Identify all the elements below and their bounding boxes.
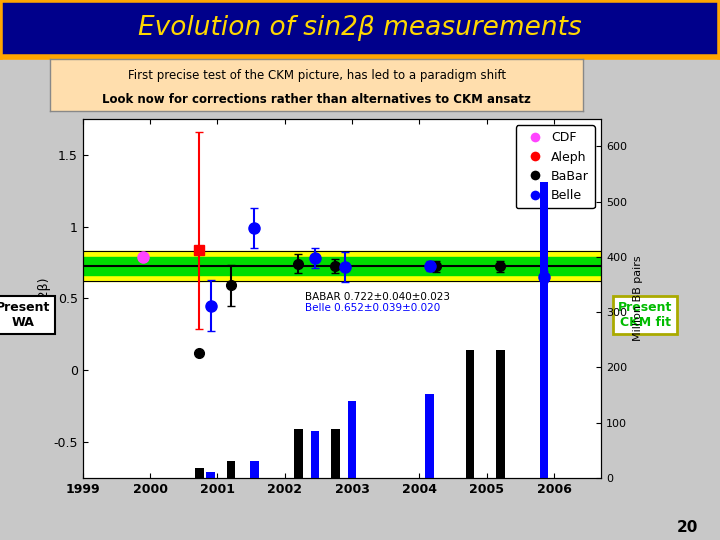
Bar (83, 258, 601, 275)
Text: First precise test of the CKM picture, has led to a paradigm shift: First precise test of the CKM picture, h… (127, 69, 506, 82)
Bar (331, 429, 340, 478)
Legend: CDF, Aleph, BaBar, Belle: CDF, Aleph, BaBar, Belle (516, 125, 595, 208)
Bar (539, 183, 549, 478)
Text: Belle 0.652±0.039±0.020: Belle 0.652±0.039±0.020 (305, 303, 440, 313)
Text: Present
CKM fit: Present CKM fit (618, 300, 672, 328)
Text: Evolution of sin2β measurements: Evolution of sin2β measurements (138, 15, 582, 42)
Bar (496, 350, 505, 478)
Text: 20: 20 (677, 519, 698, 535)
Text: Look now for corrections rather than alternatives to CKM ansatz: Look now for corrections rather than alt… (102, 93, 531, 106)
Y-axis label: sin(2β): sin(2β) (37, 276, 50, 320)
Bar (250, 461, 259, 478)
Bar (311, 431, 320, 478)
Bar (466, 350, 474, 478)
Bar (195, 468, 204, 478)
Bar (348, 401, 356, 478)
Bar (294, 429, 302, 478)
Bar (83, 251, 601, 281)
Bar (227, 461, 235, 478)
Bar (425, 394, 434, 478)
Text: BABAR 0.722±0.040±0.023: BABAR 0.722±0.040±0.023 (305, 292, 450, 302)
Y-axis label: Million BB pairs: Million BB pairs (633, 255, 643, 341)
Text: Present
WA: Present WA (0, 300, 50, 328)
Bar (207, 472, 215, 478)
